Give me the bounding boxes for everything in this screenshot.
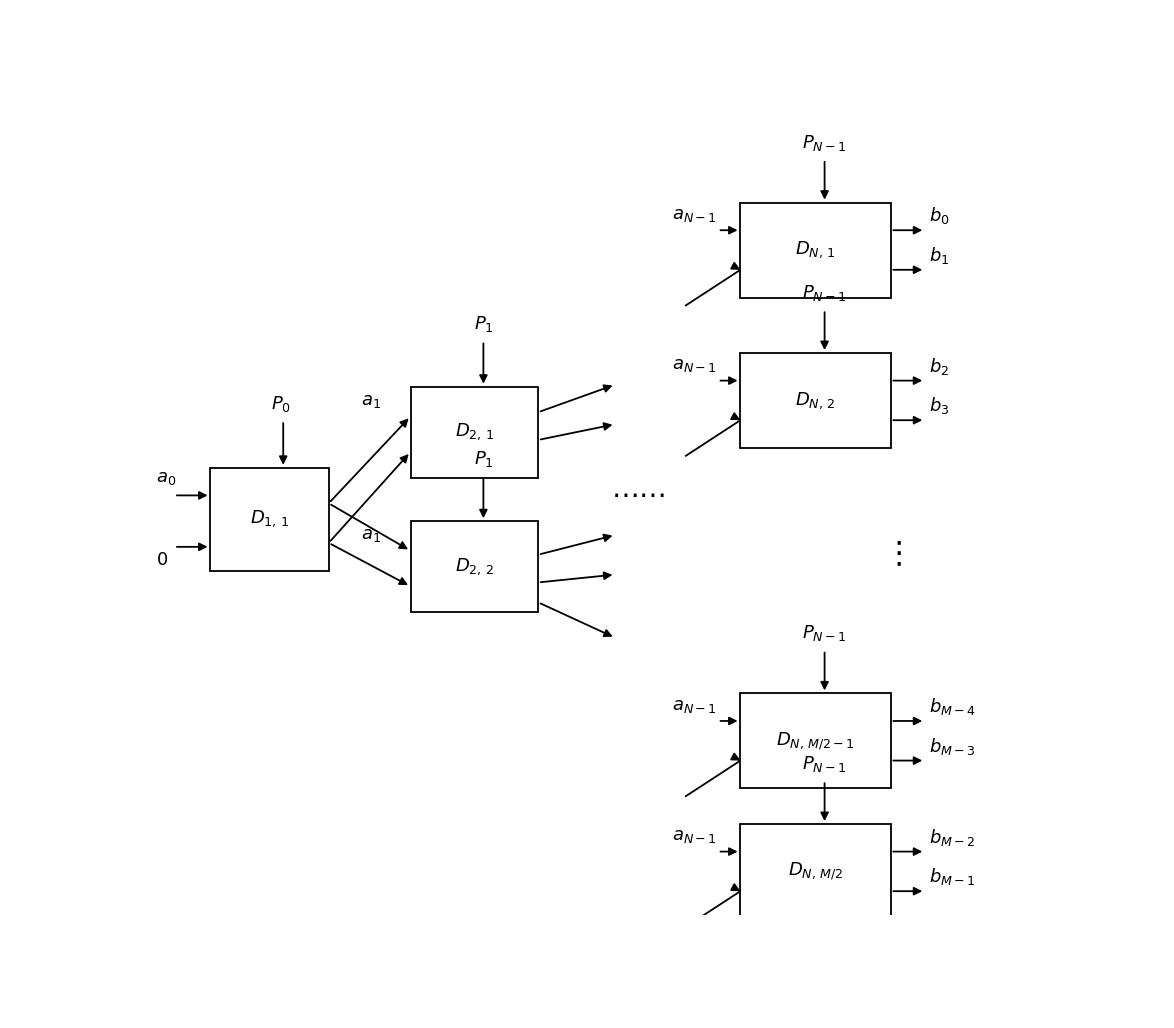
Text: $P_{N-1}$: $P_{N-1}$ [802,133,846,152]
Text: $b_3$: $b_3$ [929,395,949,416]
Text: $a_{N-1}$: $a_{N-1}$ [673,697,717,714]
Text: $a_{N-1}$: $a_{N-1}$ [673,206,717,224]
Text: $\cdots\cdots$: $\cdots\cdots$ [610,481,666,510]
Text: $b_{M-1}$: $b_{M-1}$ [929,867,976,887]
Bar [741,203,891,297]
Text: $D_{2,\,2}$: $D_{2,\,2}$ [454,556,494,577]
Text: $D_{1,\,1}$: $D_{1,\,1}$ [250,509,289,529]
Text: $a_1$: $a_1$ [360,392,380,410]
Text: $P_{N-1}$: $P_{N-1}$ [802,623,846,644]
Text: $b_0$: $b_0$ [929,206,950,226]
Text: $\vdots$: $\vdots$ [884,541,902,570]
Bar [741,693,891,788]
Text: $a_{N-1}$: $a_{N-1}$ [673,828,717,845]
Text: $0$: $0$ [156,551,168,568]
Text: $P_0$: $P_0$ [271,394,291,414]
Text: $a_{N-1}$: $a_{N-1}$ [673,357,717,374]
Bar [210,468,329,571]
Text: $P_1$: $P_1$ [473,449,493,469]
Text: $b_{M-3}$: $b_{M-3}$ [929,736,976,757]
Text: $D_{N,\,2}$: $D_{N,\,2}$ [795,390,836,411]
Text: $b_2$: $b_2$ [929,356,949,376]
Text: $P_{N-1}$: $P_{N-1}$ [802,754,846,774]
Text: $b_{M-2}$: $b_{M-2}$ [929,827,976,848]
Text: $D_{2,\,1}$: $D_{2,\,1}$ [454,421,494,442]
Bar [411,387,538,478]
Bar [411,521,538,612]
Text: $D_{N,\,M/2}$: $D_{N,\,M/2}$ [788,860,843,882]
Text: $P_1$: $P_1$ [473,315,493,334]
Bar [741,823,891,919]
Text: $D_{N,\,M/2-1}$: $D_{N,\,M/2-1}$ [776,730,855,751]
Text: $P_{N-1}$: $P_{N-1}$ [802,283,846,303]
Bar [741,353,891,448]
Text: $D_{N,\,1}$: $D_{N,\,1}$ [795,240,836,260]
Text: $a_0$: $a_0$ [156,470,176,487]
Text: $b_1$: $b_1$ [929,245,949,266]
Text: $b_{M-4}$: $b_{M-4}$ [929,696,976,718]
Text: $a_1$: $a_1$ [360,526,380,545]
